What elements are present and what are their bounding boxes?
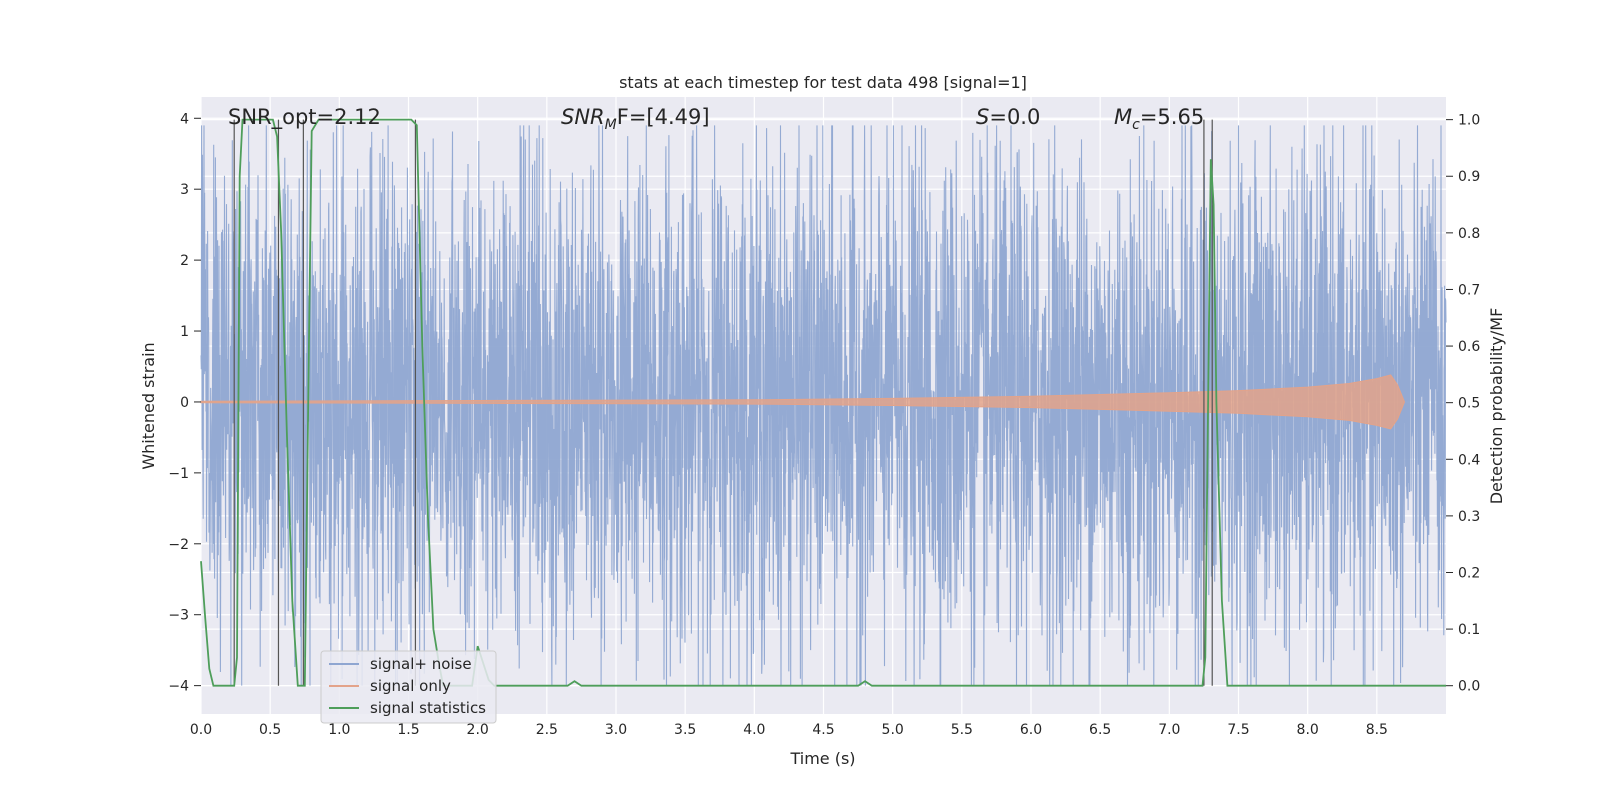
y-left-tick-label: −4 xyxy=(168,679,189,695)
chart-title: stats at each timestep for test data 498… xyxy=(619,73,1027,92)
signal-only-band xyxy=(200,374,1406,430)
x-tick-label: 4.0 xyxy=(743,722,765,738)
x-tick-label: 2.5 xyxy=(536,722,558,738)
annotation-snr-opt: SNR_opt=2.12 xyxy=(228,105,381,130)
y-left-tick-label: −2 xyxy=(168,537,189,553)
signal-only-series xyxy=(200,374,1406,430)
y-left-tick-label: 1 xyxy=(180,324,189,340)
legend-label-signal-only: signal only xyxy=(370,677,451,695)
signal-statistics-line xyxy=(200,118,1446,687)
annotation-mc-subscript: c xyxy=(1132,117,1140,133)
signal-statistics-series xyxy=(200,118,1446,687)
x-tick-label: 8.0 xyxy=(1297,722,1319,738)
y-right-tick-label: 0.5 xyxy=(1458,396,1480,412)
x-tick-label: 5.5 xyxy=(951,722,973,738)
signal-noise-line xyxy=(200,125,1447,686)
y-right-tick-label: 0.4 xyxy=(1458,452,1480,468)
y-axis-right-ticks: 1.0 0.9 0.8 0.7 0.6 0.5 0.4 0.3 0.2 0.1 0.0 xyxy=(1446,113,1480,695)
annotation-s-value: =0.0 xyxy=(989,105,1040,129)
y-right-tick-label: 0.1 xyxy=(1458,622,1480,638)
annotation-snr-mf-subscript: M xyxy=(605,117,617,133)
y-left-tick-label: 2 xyxy=(180,253,189,269)
legend-box xyxy=(320,650,497,724)
x-tick-label: 3.0 xyxy=(605,722,627,738)
x-tick-label: 5.0 xyxy=(882,722,904,738)
annotation-snr-mf-symbol: SNR xyxy=(561,105,605,129)
x-tick-label: 1.5 xyxy=(397,722,419,738)
annotation-mc: Mc=5.65 xyxy=(1114,105,1204,133)
x-axis-label: Time (s) xyxy=(789,749,855,768)
y-left-tick-label: 4 xyxy=(180,111,189,127)
y-left-tick-label: 0 xyxy=(180,395,189,411)
x-tick-label: 7.5 xyxy=(1227,722,1249,738)
annotation-s-symbol: S xyxy=(976,105,989,129)
y-right-tick-label: 1.0 xyxy=(1458,113,1480,129)
vertical-markers xyxy=(233,119,1213,686)
annotation-mc-value: =5.65 xyxy=(1140,105,1204,129)
x-tick-label: 8.5 xyxy=(1366,722,1388,738)
annotation-snr-mf-value: F=[4.49] xyxy=(617,105,710,129)
annotation-snr-mf: SNRMF=[4.49] xyxy=(561,105,710,133)
legend-label-signal-statistics: signal statistics xyxy=(370,699,486,717)
annotation-s: S=0.0 xyxy=(976,105,1040,129)
x-tick-label: 3.5 xyxy=(674,722,696,738)
y-right-tick-label: 0.3 xyxy=(1458,509,1480,525)
y-left-tick-label: −1 xyxy=(168,466,189,482)
y-left-tick-label: −3 xyxy=(168,608,189,624)
legend-label-signal-noise: signal+ noise xyxy=(370,655,472,673)
y-right-tick-label: 0.7 xyxy=(1458,282,1480,298)
y-right-tick-label: 0.9 xyxy=(1458,169,1480,185)
y-axis-left-label: Whitened strain xyxy=(139,342,158,469)
annotation-mc-symbol: M xyxy=(1114,105,1132,129)
x-tick-label: 6.5 xyxy=(1089,722,1111,738)
y-right-tick-label: 0.6 xyxy=(1458,339,1480,355)
x-tick-label: 2.0 xyxy=(467,722,489,738)
x-tick-label: 0.0 xyxy=(190,722,212,738)
legend: signal+ noise signal only signal statist… xyxy=(320,650,497,724)
y-right-tick-label: 0.2 xyxy=(1458,565,1480,581)
x-tick-label: 0.5 xyxy=(259,722,281,738)
x-tick-label: 4.5 xyxy=(812,722,834,738)
x-tick-label: 7.0 xyxy=(1158,722,1180,738)
x-tick-label: 6.0 xyxy=(1020,722,1042,738)
y-left-tick-label: 3 xyxy=(180,182,189,198)
x-axis-ticks: 0.0 0.5 1.0 1.5 2.0 2.5 3.0 3.5 4.0 4.5 5.0 5.5 6.0 6… xyxy=(190,722,1388,738)
y-axis-left-ticks: 4 3 2 1 0 −1 −2 −3 −4 xyxy=(168,111,201,695)
signal-noise-series xyxy=(200,125,1447,686)
y-axis-right-label: Detection probability/MF xyxy=(1487,308,1506,505)
y-right-tick-label: 0.8 xyxy=(1458,226,1480,242)
x-tick-label: 1.0 xyxy=(328,722,350,738)
y-right-tick-label: 0.0 xyxy=(1458,679,1480,695)
